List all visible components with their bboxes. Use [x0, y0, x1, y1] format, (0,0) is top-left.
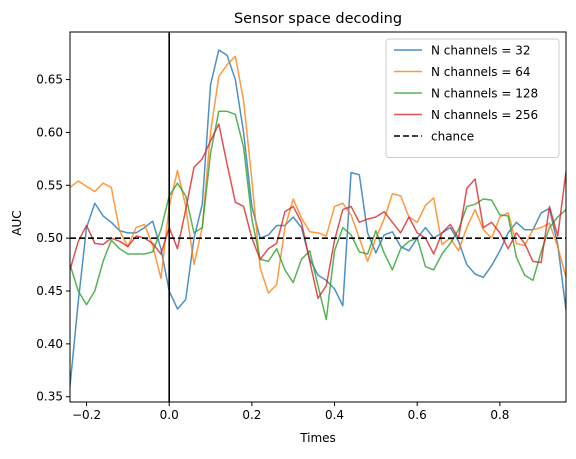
y-tick-label: 0.60: [36, 125, 63, 139]
y-tick-label: 0.50: [36, 231, 63, 245]
legend-box: [385, 38, 560, 158]
series-line-3: [70, 110, 566, 321]
legend-label: chance: [431, 130, 474, 144]
x-axis-label: Times: [299, 431, 336, 445]
y-tick-label: 0.35: [36, 390, 63, 404]
y-tick-label: 0.45: [36, 284, 63, 298]
y-tick-label: 0.65: [36, 73, 63, 87]
legend: N channels = 32 N channels = 64 N channels…: [385, 38, 560, 158]
y-tick-label: 0.55: [36, 178, 63, 192]
y-axis-label: AUC: [10, 210, 24, 235]
axis-ticks: −0.2 0.0 0.2 0.4 0.6 0.8 0.35 0.40 0.45 0.50 0.55 0…: [36, 73, 509, 422]
legend-label: N channels = 32: [431, 44, 530, 58]
series-line-4: [70, 123, 566, 300]
x-tick-label: 0.6: [408, 408, 427, 422]
x-tick-label: 0.8: [490, 408, 509, 422]
legend-label: N channels = 128: [431, 87, 538, 101]
chart-title: Sensor space decoding: [234, 11, 402, 27]
series-line-2: [70, 55, 566, 294]
legend-label: N channels = 64: [431, 65, 530, 79]
x-tick-label: 0.0: [160, 408, 179, 422]
plot-area: [69, 31, 567, 403]
y-tick-label: 0.40: [36, 337, 63, 351]
x-tick-label: 0.4: [325, 408, 344, 422]
x-tick-label: −0.2: [72, 408, 101, 422]
legend-label: N channels = 256: [431, 108, 538, 122]
x-tick-label: 0.2: [242, 408, 261, 422]
axes-frame: [69, 31, 567, 403]
plot-series-group: [70, 32, 566, 402]
series-line-1: [70, 49, 566, 387]
